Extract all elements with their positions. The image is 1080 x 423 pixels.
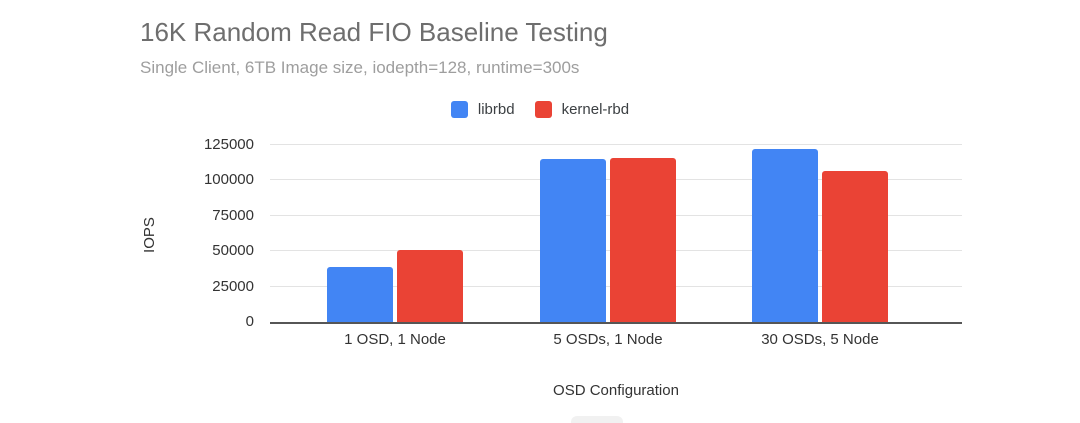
- legend-label: kernel-rbd: [561, 100, 630, 118]
- bar-kernel-rbd[interactable]: [610, 157, 676, 322]
- y-tick-label: 75000: [212, 206, 254, 224]
- bar-kernel-rbd[interactable]: [397, 249, 463, 322]
- x-axis-category-label: 30 OSDs, 5 Node: [761, 331, 879, 348]
- legend-item-kernel-rbd: kernel-rbd: [534, 100, 630, 118]
- x-axis-title: OSD Configuration: [553, 382, 679, 399]
- x-axis-category-labels: 1 OSD, 1 Node 5 OSDs, 1 Node 30 OSDs, 5 No…: [270, 330, 962, 350]
- y-tick-label: 0: [245, 313, 254, 330]
- plot-area: [270, 144, 962, 324]
- legend-item-librbd: librbd: [450, 100, 515, 118]
- bar-kernel-rbd[interactable]: [822, 170, 888, 322]
- legend-label: librbd: [477, 100, 515, 118]
- y-tick-label: 125000: [203, 136, 254, 153]
- scroll-handle[interactable]: [571, 416, 623, 423]
- chart-title: 16K Random Read FIO Baseline Testing: [140, 17, 608, 47]
- y-axis-tick-labels: 0 25000 50000 75000 100000 125000: [0, 136, 262, 330]
- legend-swatch-icon: [534, 100, 552, 118]
- legend: librbd kernel-rbd: [0, 99, 1080, 119]
- legend-swatch-icon: [450, 100, 468, 118]
- x-axis-category-label: 1 OSD, 1 Node: [344, 331, 446, 348]
- bar-librbd[interactable]: [540, 159, 606, 322]
- bar-librbd[interactable]: [752, 149, 818, 322]
- bar-librbd[interactable]: [327, 266, 393, 322]
- gridline: [270, 144, 962, 145]
- y-tick-label: 25000: [212, 277, 254, 295]
- y-tick-label: 100000: [203, 171, 254, 189]
- chart-subtitle: Single Client, 6TB Image size, iodepth=1…: [140, 58, 580, 77]
- y-tick-label: 50000: [212, 242, 254, 260]
- x-axis-category-label: 5 OSDs, 1 Node: [553, 331, 663, 348]
